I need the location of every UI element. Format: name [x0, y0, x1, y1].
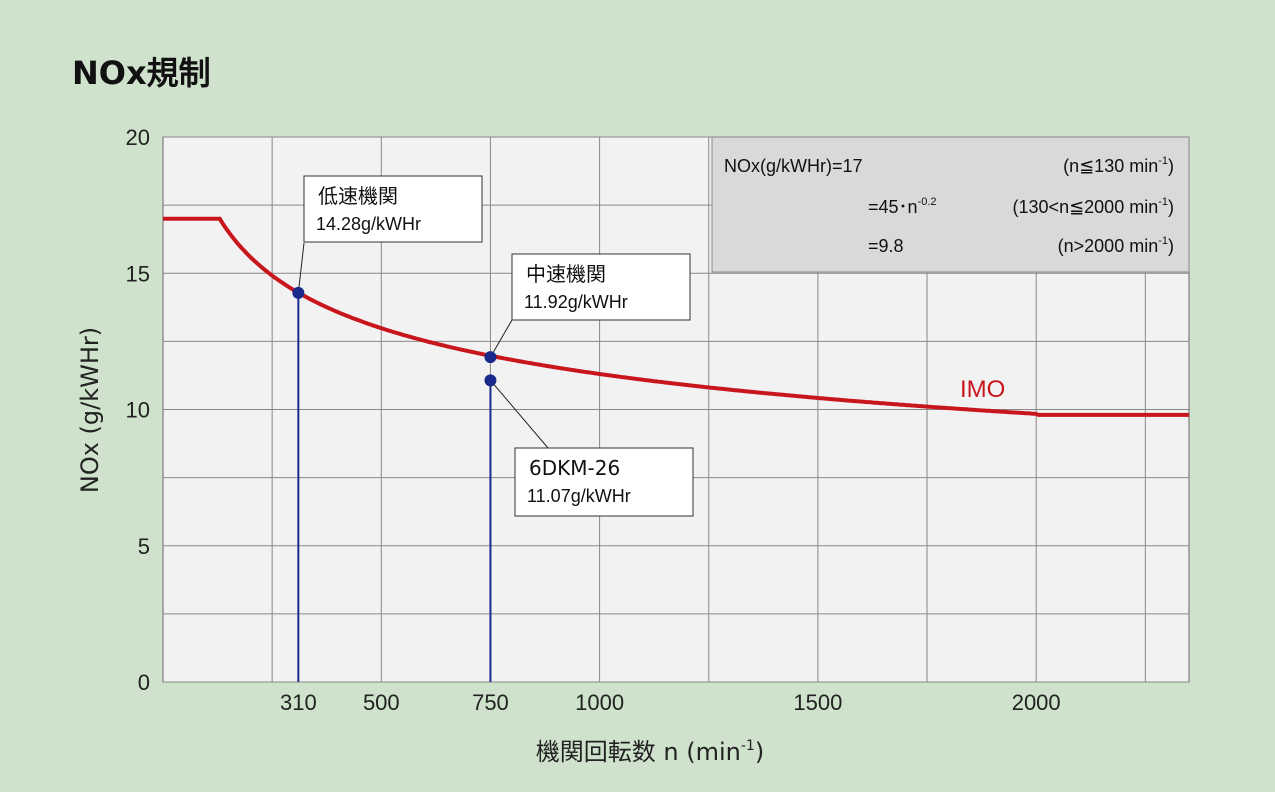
callout-leader [490, 380, 549, 449]
y-tick-label: 5 [138, 534, 150, 559]
x-tick-label: 1000 [575, 690, 624, 715]
formula-right-end: ) [1168, 236, 1174, 256]
formula-left: =9.8 [868, 236, 904, 256]
x-tick-label: 1500 [793, 690, 842, 715]
callout-value: 11.07g/kWHr [527, 486, 631, 506]
callout-leader [297, 242, 305, 293]
y-tick-label: 10 [126, 398, 150, 423]
callout-name: 中速機関 [526, 262, 606, 286]
formula-left-text: =9.8 [868, 236, 904, 256]
y-tick-label: 15 [126, 261, 150, 286]
x-tick-label: 750 [472, 690, 509, 715]
callout-box [303, 175, 483, 243]
y-tick-label: 0 [138, 670, 150, 695]
formula-right-text: (n>2000 min [1058, 236, 1159, 256]
formula-right-sup: -1 [1158, 235, 1168, 247]
callout-value: 14.28g/kWHr [316, 214, 421, 234]
x-axis-label-end: ) [755, 738, 764, 766]
x-tick-label: 500 [363, 690, 400, 715]
formula-box: NOx(g/kWHr)=17 (n≦130 min-1)=45･n-0.2 (130… [711, 136, 1190, 273]
callouts: 低速機関 14.28g/kWHr 中速機関 11.92g/kWHr 6DKM-26 11.… [292, 175, 694, 517]
x-tick-label: 2000 [1012, 690, 1061, 715]
callout-value: 11.92g/kWHr [524, 292, 628, 312]
formula-right-text: (130<n≦2000 min [1013, 197, 1159, 217]
y-axis-label: NOx (g/kWHr) [76, 327, 104, 493]
callout-name: 6DKM-26 [529, 456, 620, 480]
formula-left: =45･n-0.2 [868, 196, 937, 217]
x-axis-label-main: 機関回転数 n (min [536, 738, 741, 766]
callout-box [511, 253, 691, 321]
formula-right-sup: -1 [1158, 155, 1168, 167]
series-label-imo: IMO [960, 376, 1005, 403]
imo-curve-group: IMO [163, 216, 1189, 417]
formula-box-bg [711, 136, 1190, 273]
drop-lines [297, 292, 492, 682]
formula-right-sup: -1 [1158, 196, 1168, 208]
x-axis-label-sup: -1 [741, 738, 755, 754]
data-point [292, 286, 305, 299]
formula-right-end: ) [1168, 156, 1174, 176]
page-title: NOx規制 [72, 54, 211, 92]
formula-right-end: ) [1168, 197, 1174, 217]
formula-left: NOx(g/kWHr)=17 [724, 156, 863, 176]
formula-left-text: =45･n [868, 197, 918, 217]
formula-left-text: NOx(g/kWHr)=17 [724, 156, 863, 176]
formula-right: (130<n≦2000 min-1) [1013, 196, 1174, 217]
formula-left-sup: -0.2 [918, 196, 937, 208]
y-tick-label: 20 [126, 125, 150, 150]
callout-box [514, 447, 694, 517]
x-axis-label: 機関回転数 n (min-1) [536, 738, 764, 766]
y-tick-labels: 0 5 10 15 20 [126, 125, 150, 695]
callout-name: 低速機関 [318, 184, 398, 208]
formula-right: (n≦130 min-1) [1063, 155, 1174, 176]
x-tick-label: 310 [280, 690, 317, 715]
x-tick-labels: 310 500 750 1000 1500 2000 [280, 690, 1061, 715]
data-point [484, 351, 497, 364]
formula-right-text: (n≦130 min [1063, 156, 1158, 176]
imo-curve [163, 216, 1189, 417]
data-point [484, 374, 497, 387]
formula-right: (n>2000 min-1) [1058, 235, 1174, 256]
callout-leader [490, 319, 513, 358]
